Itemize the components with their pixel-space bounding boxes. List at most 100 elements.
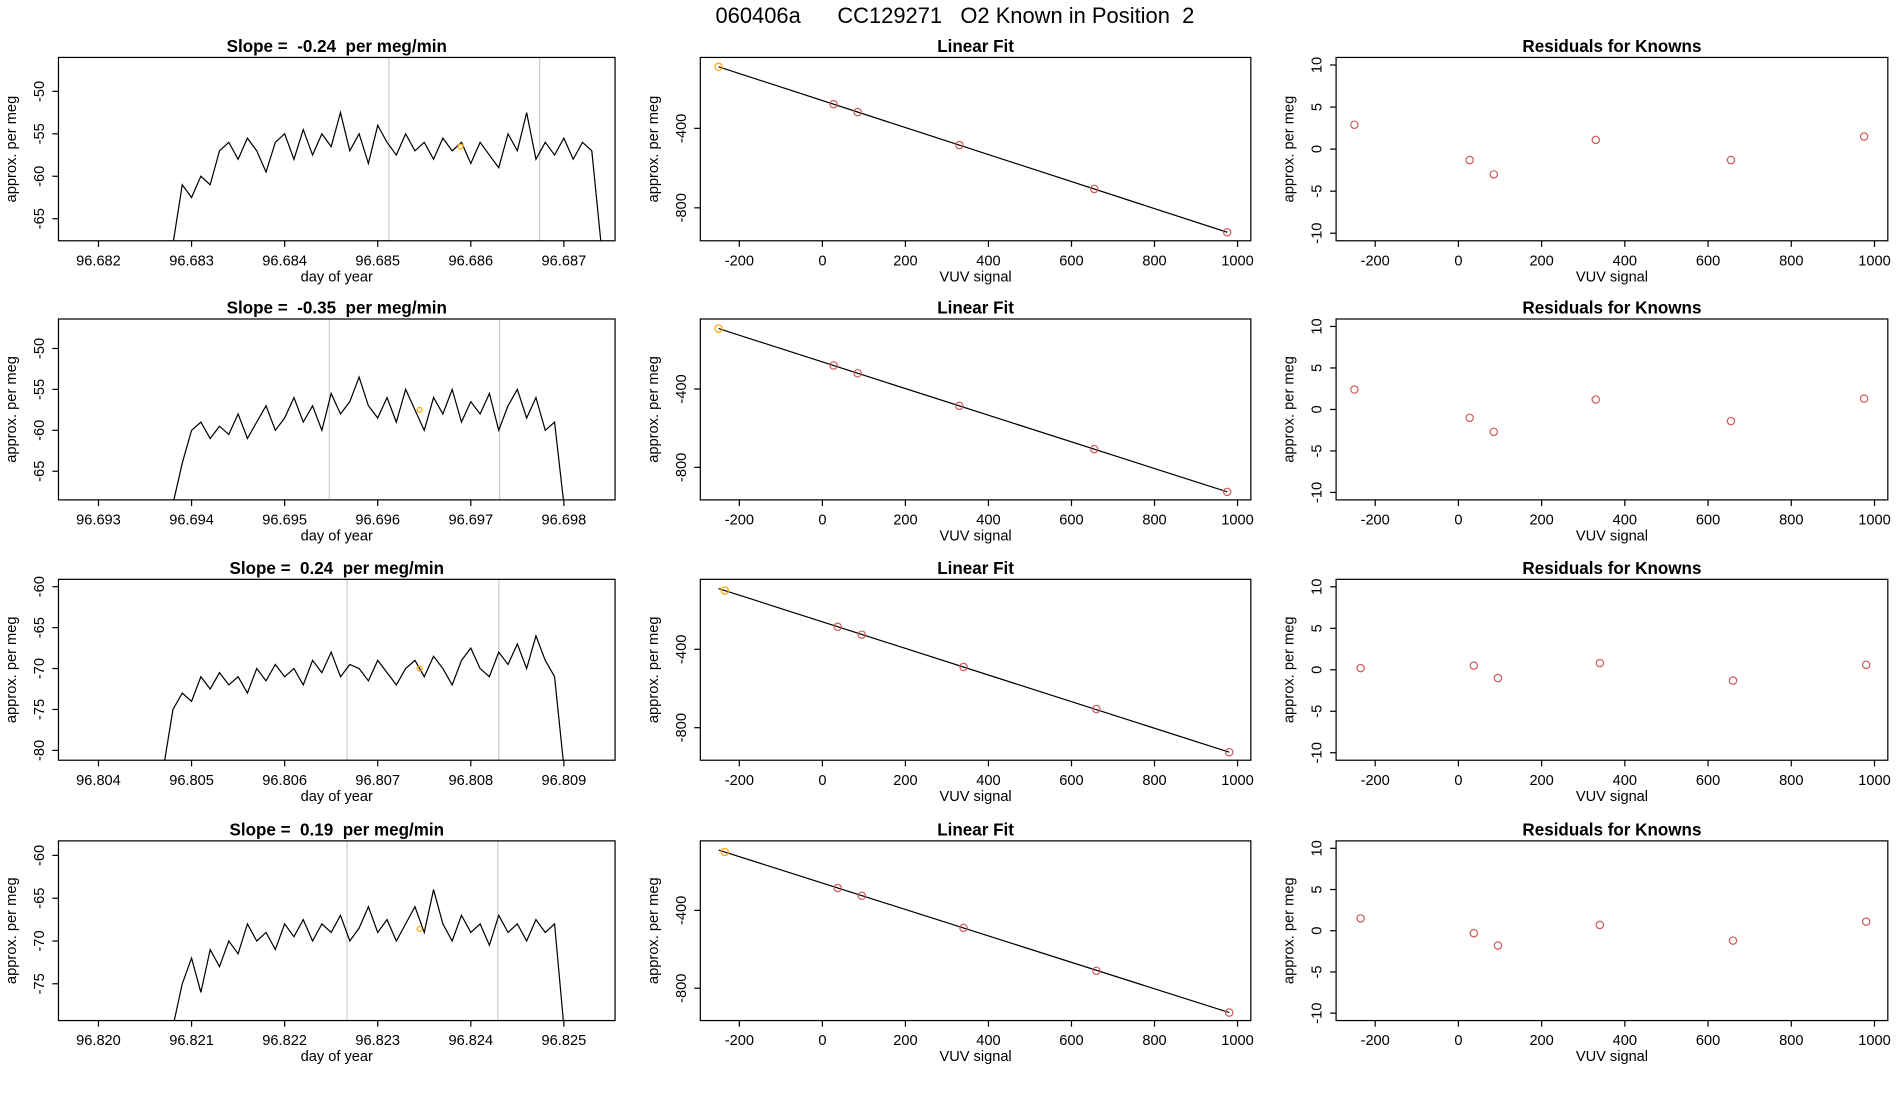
data-point: [1861, 917, 1871, 926]
x-tick-label: 96.807: [355, 773, 400, 789]
x-axis-label: VUV signal: [1576, 269, 1648, 285]
x-tick-label: -200: [725, 513, 754, 529]
x-tick-label: 400: [976, 513, 1000, 529]
y-tick-label: -65: [32, 888, 48, 909]
data-point: [720, 586, 730, 595]
y-axis-label: approx. per meg: [4, 356, 20, 463]
y-tick-label: -5: [1310, 444, 1326, 457]
y-tick-label: 10: [1310, 318, 1326, 334]
y-tick-label: -10: [1310, 1003, 1326, 1024]
x-tick-label: 96.805: [169, 773, 214, 789]
x-tick-label: 400: [1613, 513, 1637, 529]
y-tick-label: 5: [1310, 624, 1326, 632]
data-point: [1350, 385, 1359, 394]
data-point: [1224, 1008, 1234, 1017]
x-tick-label: 1000: [1858, 513, 1890, 529]
plot-frame: [699, 578, 1252, 761]
y-tick-label: -50: [32, 81, 48, 102]
x-tick-label: 800: [1779, 513, 1803, 529]
panel: Residuals for Knowns VUV signal approx. pe…: [1282, 37, 1891, 285]
fit-line: [718, 66, 1228, 233]
x-tick-label: 200: [893, 1033, 917, 1049]
highlight-point: [457, 143, 464, 150]
data-point: [959, 923, 968, 933]
y-tick-label: -5: [1310, 705, 1326, 718]
panel: Slope = -0.24 per meg/min day of year appr…: [4, 37, 616, 285]
plot-area: [173, 840, 564, 1021]
y-tick-label: -400: [674, 896, 690, 925]
data-point: [857, 891, 867, 901]
x-tick-label: 0: [818, 253, 826, 269]
data-point: [1595, 658, 1605, 668]
x-tick-label: 200: [1529, 1033, 1553, 1049]
y-tick-label: -65: [32, 208, 48, 229]
x-tick-label: 600: [1696, 253, 1720, 269]
x-tick-label: 96.809: [542, 773, 587, 789]
x-tick-label: -200: [1361, 513, 1390, 529]
y-tick-label: -800: [674, 713, 690, 742]
x-axis-label: VUV signal: [1576, 1049, 1648, 1065]
y-tick-label: -10: [1310, 482, 1326, 503]
panel: Linear Fit VUV signal approx. per meg -200 0…: [646, 299, 1254, 545]
data-point: [833, 622, 843, 632]
x-tick-label: 200: [1529, 513, 1553, 529]
data-point: [1489, 170, 1499, 179]
y-tick-label: -60: [32, 576, 48, 597]
x-tick-label: 600: [1696, 513, 1720, 529]
y-axis-label: approx. per meg: [646, 356, 662, 463]
x-tick-label: 96.686: [448, 253, 493, 269]
x-tick-label: 600: [1059, 1033, 1083, 1049]
x-axis-label: day of year: [301, 269, 373, 285]
y-tick-label: -70: [32, 930, 48, 951]
x-tick-label: 96.687: [542, 253, 587, 269]
x-tick-label: 1000: [1858, 1033, 1890, 1049]
x-tick-label: 96.683: [169, 253, 214, 269]
plot-area: [1350, 120, 1869, 179]
x-axis-label: day of year: [301, 789, 373, 805]
x-tick-label: 96.825: [542, 1033, 587, 1049]
x-axis-label: day of year: [301, 528, 373, 544]
panel: Linear Fit VUV signal approx. per meg -200 0…: [646, 559, 1254, 805]
x-tick-label: 96.693: [76, 513, 121, 529]
y-tick-label: -60: [32, 420, 48, 441]
x-axis-label: day of year: [301, 1049, 373, 1065]
x-tick-label: 400: [1613, 1033, 1637, 1049]
data-line: [172, 110, 602, 241]
x-tick-label: 800: [1142, 1033, 1166, 1049]
y-axis-label: approx. per meg: [1282, 96, 1298, 203]
y-tick-label: 0: [1310, 145, 1326, 153]
x-tick-label: 200: [1529, 773, 1553, 789]
x-tick-label: 800: [1779, 773, 1803, 789]
data-point: [1092, 704, 1101, 714]
plot-area: [1356, 914, 1871, 950]
x-tick-label: 400: [1613, 253, 1637, 269]
x-tick-label: 96.821: [169, 1033, 214, 1049]
data-point: [1859, 394, 1869, 403]
data-point: [1595, 920, 1605, 930]
y-tick-label: -70: [32, 658, 48, 679]
x-tick-label: 0: [1454, 773, 1462, 789]
plot-frame: [57, 840, 616, 1022]
fit-line: [718, 849, 1230, 1014]
data-point: [857, 630, 867, 639]
highlight-point: [416, 406, 423, 413]
data-point: [959, 662, 968, 672]
y-tick-label: 0: [1310, 405, 1326, 413]
y-tick-label: -65: [32, 617, 48, 638]
x-tick-label: 200: [1529, 253, 1553, 269]
figure-title: 060406a CC129271 O2 Known in Position 2: [715, 3, 1194, 28]
data-point: [1356, 914, 1365, 923]
panel: Linear Fit VUV signal approx. per meg -200 0…: [646, 37, 1254, 285]
x-axis-label: VUV signal: [1576, 528, 1648, 544]
y-axis-label: approx. per meg: [1282, 356, 1298, 463]
x-tick-label: 96.684: [262, 253, 307, 269]
y-axis-label: approx. per meg: [646, 616, 662, 723]
x-tick-label: 400: [976, 773, 1000, 789]
x-tick-label: 600: [1696, 773, 1720, 789]
y-tick-label: -800: [674, 974, 690, 1003]
plot-frame: [57, 578, 616, 761]
x-tick-label: -200: [725, 773, 754, 789]
y-tick-label: -60: [32, 166, 48, 187]
data-point: [1224, 747, 1234, 757]
